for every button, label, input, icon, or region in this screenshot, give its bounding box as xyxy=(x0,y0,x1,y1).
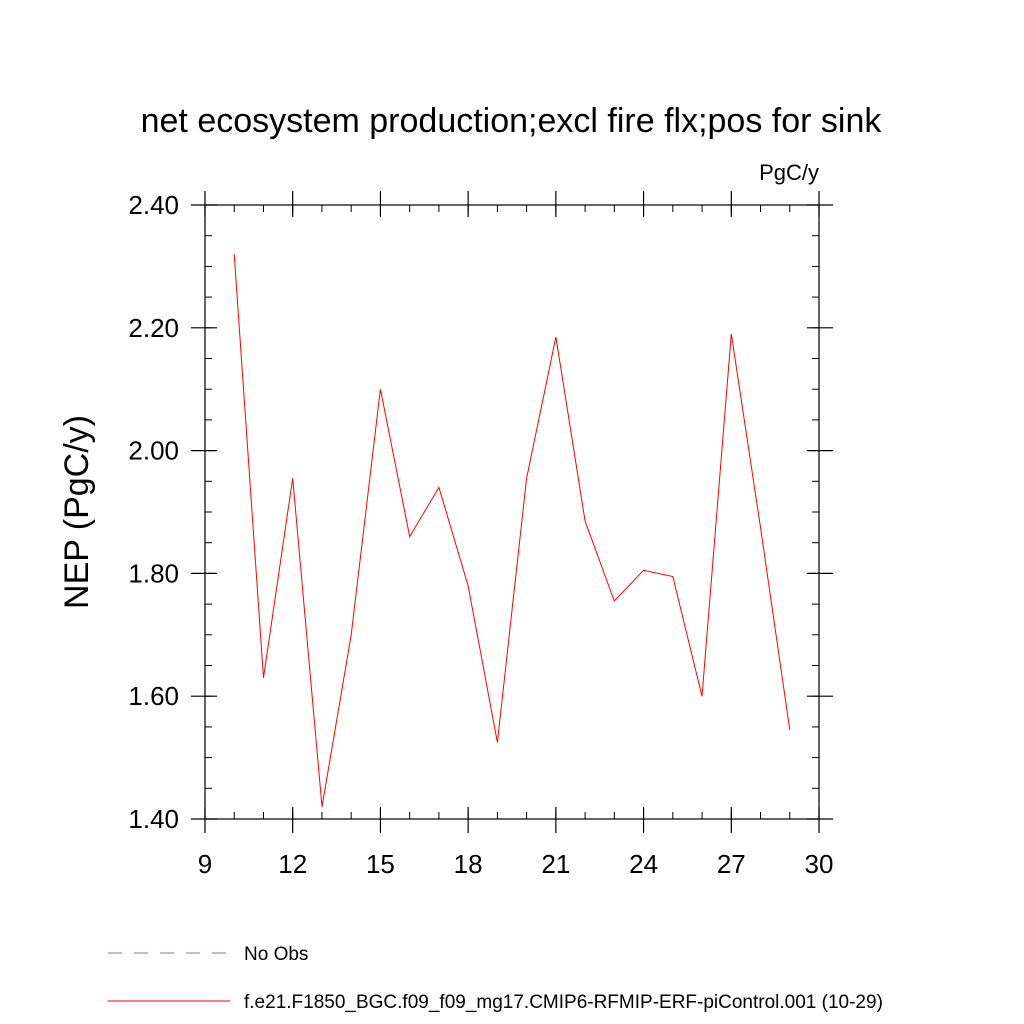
y-tick-label: 2.40 xyxy=(128,190,179,220)
chart-title: net ecosystem production;excl fire flx;p… xyxy=(141,102,883,140)
x-tick-label: 27 xyxy=(717,849,746,879)
x-tick-label: 24 xyxy=(629,849,658,879)
y-tick-label: 2.20 xyxy=(128,313,179,343)
y-axis-title: NEP (PgC/y) xyxy=(58,415,96,609)
plot-frame xyxy=(204,204,820,820)
x-tick-label: 15 xyxy=(366,849,395,879)
series-line-0 xyxy=(233,254,791,807)
legend-label-series: f.e21.F1850_BGC.f09_f09_mg17.CMIP6-RFMIP… xyxy=(244,992,883,1013)
y-tick-label: 1.80 xyxy=(128,558,179,588)
x-tick-labels: 9 12 15 18 21 24 27 30 xyxy=(198,849,834,879)
x-tick-label: 12 xyxy=(278,849,307,879)
x-tick-label: 21 xyxy=(541,849,570,879)
y-tick-labels: 1.40 1.60 1.80 2.00 2.20 2.40 xyxy=(128,190,179,834)
x-tick-label: 9 xyxy=(198,849,212,879)
y-tick-label: 1.40 xyxy=(128,804,179,834)
axis-ticks xyxy=(191,191,833,833)
y-tick-label: 1.60 xyxy=(128,681,179,711)
legend: No Obs f.e21.F1850_BGC.f09_f09_mg17.CMIP… xyxy=(108,944,883,1013)
legend-label-no-obs: No Obs xyxy=(244,944,308,965)
y-tick-label: 2.00 xyxy=(128,436,179,466)
units-label: PgC/y xyxy=(759,160,819,185)
x-tick-label: 30 xyxy=(805,849,834,879)
series-lines xyxy=(233,254,791,807)
x-tick-label: 18 xyxy=(454,849,483,879)
